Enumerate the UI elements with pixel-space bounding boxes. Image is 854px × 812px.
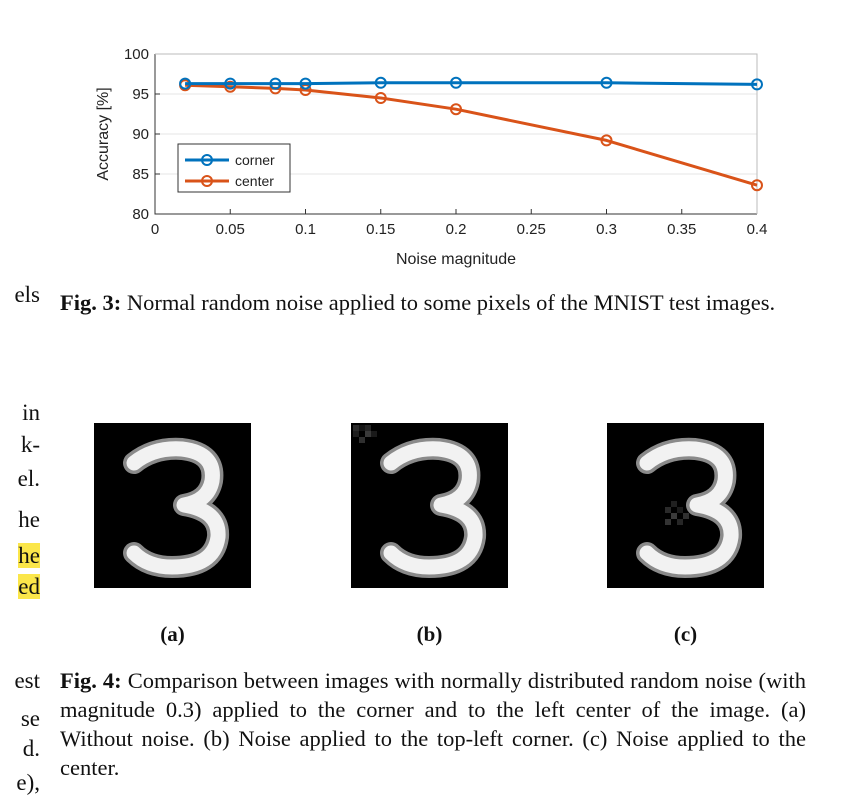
noise-pixel [359, 437, 365, 443]
data-point-center [450, 103, 462, 116]
mnist-digit-b [351, 423, 508, 588]
left-text-fragment-highlighted: ed [18, 574, 40, 599]
y-tick-label: 90 [132, 126, 149, 143]
x-tick-label: 0.1 [295, 221, 316, 238]
legend-label-center: center [235, 173, 274, 189]
y-tick-label: 100 [124, 46, 149, 63]
noise-pixel [359, 425, 365, 431]
x-tick-label: 0.35 [667, 221, 696, 238]
data-point-corner [600, 76, 613, 89]
data-point-corner [224, 77, 237, 90]
y-axis-label: Accuracy [%] [95, 87, 112, 180]
noise-pixel [677, 519, 683, 525]
x-tick-label: 0.25 [517, 221, 546, 238]
noise-pixel [365, 425, 371, 431]
data-point-corner [450, 76, 462, 89]
data-point-corner [374, 76, 387, 89]
noise-pixel [365, 431, 371, 437]
legend: corner center [177, 143, 291, 193]
data-point-corner [299, 77, 312, 90]
x-tick-label: 0.05 [216, 221, 245, 238]
data-point-center [751, 179, 763, 192]
accuracy-noise-chart: 80 85 90 95 100 0 0.05 0.1 0.15 0.2 0.25 0.3 0.35 0.4… [95, 46, 768, 268]
fig4-caption: Fig. 4: Comparison between images with n… [60, 666, 806, 782]
left-text-fragment: he [18, 507, 40, 532]
y-tick-label: 80 [132, 206, 149, 223]
fig4-label: Fig. 4: [60, 668, 122, 693]
x-tick-label: 0 [151, 221, 159, 238]
data-point-center [374, 92, 387, 104]
digit-stroke [383, 441, 483, 575]
left-text-fragment: els [14, 282, 40, 307]
legend-marker-center [201, 175, 213, 187]
mnist-digit-a [94, 423, 251, 588]
y-tick-label: 95 [132, 86, 149, 103]
subfigure-label-c: (c) [673, 622, 698, 646]
noise-pixel [371, 431, 377, 437]
axis-lines [154, 54, 757, 215]
x-tick-label: 0.4 [747, 221, 768, 238]
x-tick-label: 0.3 [596, 221, 617, 238]
left-column-fragments: els in k- el. he he ed est se d. e), [0, 0, 40, 812]
noise-pixel [671, 513, 677, 519]
data-point-corner [269, 77, 282, 90]
subfigure-label-a: (a) [160, 622, 185, 646]
left-text-fragment: k- [20, 432, 40, 457]
x-axis-label: Noise magnitude [396, 251, 516, 268]
mnist-digit-c [607, 423, 764, 588]
series-line-corner [185, 81, 758, 86]
legend-label-corner: corner [235, 152, 275, 168]
noise-pixel [353, 425, 359, 431]
data-point-corner [751, 78, 763, 91]
digit-three-image [123, 437, 230, 578]
left-text-fragment: el. [17, 466, 40, 491]
noise-pixel [671, 501, 677, 507]
digit-stroke [639, 441, 739, 575]
plot-border [155, 53, 758, 214]
digit-three-image [353, 425, 487, 578]
fig3-caption: Fig. 3: Normal random noise applied to s… [60, 288, 806, 317]
legend-box [177, 143, 291, 193]
left-text-fragment: se [20, 706, 40, 731]
y-tick-label: 85 [132, 166, 149, 183]
left-text-fragment: est [14, 668, 40, 693]
legend-marker-corner [201, 154, 213, 166]
digit-three-image [636, 437, 743, 578]
fig3-label: Fig. 3: [60, 290, 122, 315]
left-text-fragment: d. [22, 736, 40, 761]
noise-pixel [665, 519, 671, 525]
left-text-fragment-highlighted: he [18, 543, 40, 568]
left-text-fragment: in [22, 400, 40, 425]
data-point-center [600, 134, 613, 147]
x-tick-label: 0.2 [446, 221, 467, 238]
fig4-text: Comparison between images with normally … [60, 668, 806, 780]
fig3-text: Normal random noise applied to some pixe… [121, 290, 776, 315]
noise-pixel [665, 507, 671, 513]
digit-stroke [126, 441, 226, 575]
noise-pixel [353, 431, 359, 437]
left-text-fragment: e), [16, 770, 40, 795]
noise-pixel [683, 513, 689, 519]
series-line-center [185, 83, 758, 187]
noise-pixel [677, 507, 683, 513]
data-point-corner [179, 77, 192, 90]
x-tick-label: 0.15 [366, 221, 395, 238]
subfigure-label-b: (b) [416, 622, 443, 646]
